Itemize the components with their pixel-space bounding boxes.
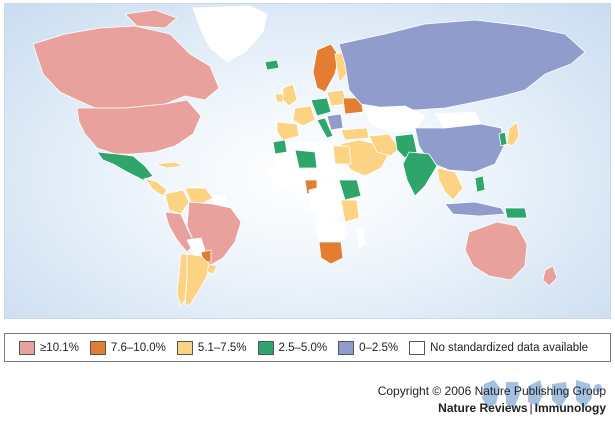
region-greenland (192, 5, 268, 63)
region-russia (338, 19, 586, 111)
region-colombia (164, 189, 190, 215)
region-kazakhstan (364, 105, 426, 133)
region-scandinavia (312, 43, 340, 93)
region-indonesia (444, 201, 506, 217)
legend-label: 7.6–10.0% (110, 341, 166, 354)
legend-swatch (257, 340, 274, 355)
legend-swatch (409, 340, 426, 355)
region-iceland (264, 59, 280, 71)
region-central-africa (308, 183, 346, 225)
region-central-europe (310, 97, 332, 117)
region-ethiopia (338, 179, 362, 201)
region-bolivia (186, 237, 206, 257)
legend-swatch (89, 340, 106, 355)
copyright-text: Copyright © 2006 Nature Publishing Group (377, 384, 606, 398)
region-iberia (276, 121, 300, 141)
region-philippines (474, 175, 486, 193)
watermark-logo (482, 380, 602, 408)
legend-item: 0–2.5% (338, 340, 399, 355)
region-usa (76, 99, 202, 155)
journal-section: Immunology (534, 401, 606, 415)
legend: ≥10.1% 7.6–10.0% 5.1–7.5% 2.5–5.0% 0–2.5… (4, 333, 611, 362)
region-uk (282, 83, 298, 107)
region-caribbean (154, 161, 184, 169)
legend-label: 0–2.5% (359, 341, 399, 354)
region-east-africa (340, 199, 360, 223)
legend-label: No standardized data available (430, 341, 589, 354)
region-se-asia (436, 167, 464, 201)
legend-swatch (19, 340, 35, 355)
legend-label: ≥10.1% (40, 341, 79, 354)
region-sahel (294, 149, 318, 169)
region-central-america (144, 177, 168, 197)
region-turkey (340, 127, 370, 141)
legend-item: ≥10.1% (19, 340, 79, 355)
region-india (402, 151, 438, 197)
region-new-zealand (542, 265, 558, 287)
region-west-africa (268, 167, 306, 191)
legend-item: 7.6–10.0% (89, 340, 166, 355)
legend-swatch (338, 340, 355, 355)
region-canada (32, 25, 220, 109)
region-mexico (96, 151, 154, 181)
region-australia (464, 221, 528, 281)
region-egypt (332, 145, 352, 165)
legend-swatch (176, 340, 193, 355)
legend-item: 2.5–5.0% (257, 340, 328, 355)
region-iran (368, 133, 400, 157)
region-balkans (326, 113, 344, 131)
region-ukraine (342, 97, 364, 115)
region-morocco (272, 139, 288, 155)
region-italy (316, 117, 334, 139)
region-madagascar (356, 227, 366, 249)
journal-separator: | (529, 401, 533, 415)
region-arctic-islands (124, 9, 178, 29)
legend-label: 2.5–5.0% (278, 341, 328, 354)
region-argentina (184, 253, 212, 307)
region-south-africa (318, 241, 344, 265)
legend-item: No standardized data available (409, 340, 589, 355)
region-ireland (274, 93, 284, 103)
region-japan (506, 121, 520, 147)
region-uruguay (206, 263, 218, 275)
legend-label: 5.1–7.5% (197, 341, 247, 354)
journal-credit: Nature Reviews | Immunology (438, 401, 606, 415)
world-map (4, 3, 611, 319)
world-map-svg (32, 5, 586, 307)
journal-name: Nature Reviews (438, 401, 528, 415)
region-papua (504, 207, 528, 219)
region-france (292, 105, 316, 127)
legend-item: 5.1–7.5% (176, 340, 247, 355)
region-venezuela (184, 187, 214, 205)
region-guianas (210, 193, 228, 207)
region-southern-africa (314, 221, 348, 245)
